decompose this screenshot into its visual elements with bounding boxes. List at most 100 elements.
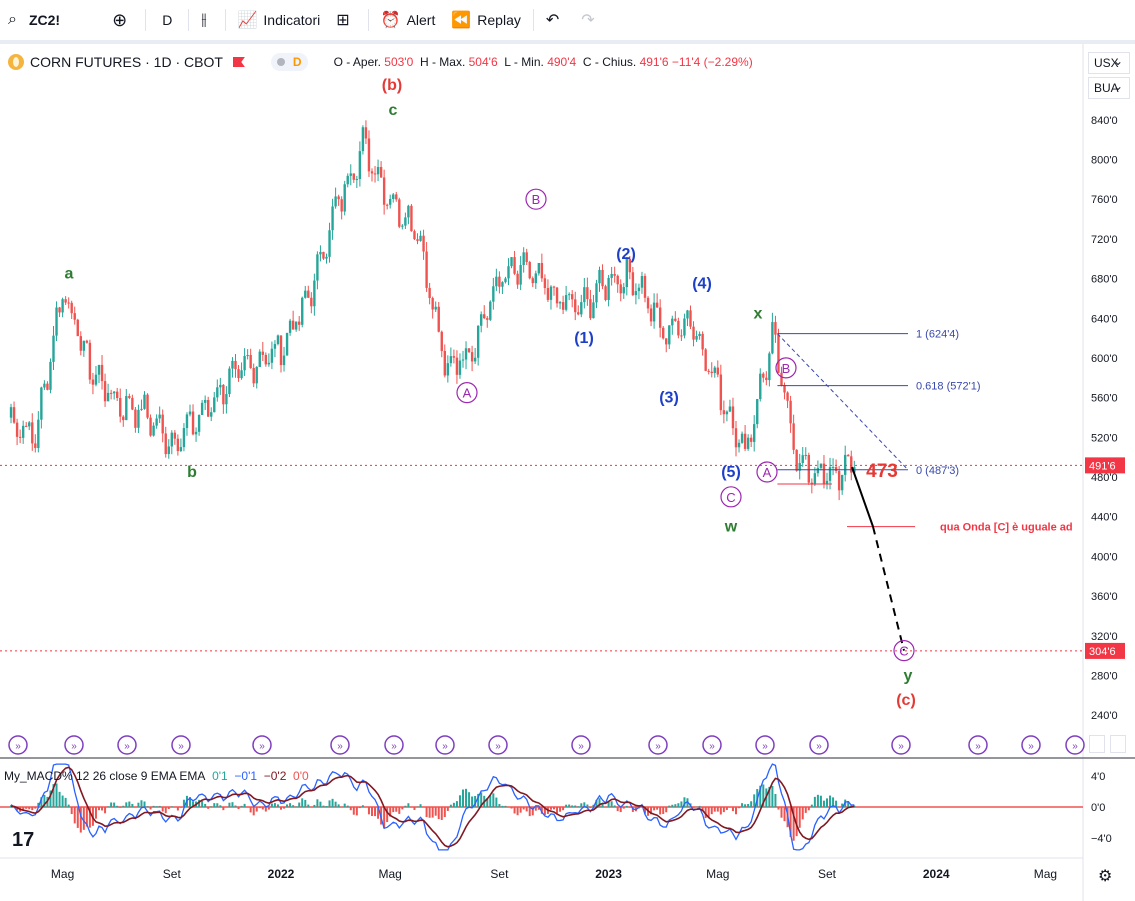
candle-body [571,294,574,300]
candle [683,313,686,339]
candle-body [583,287,586,303]
event-marker-icon [171,735,191,755]
redo-button[interactable]: ↷ [573,4,608,36]
price-tag [1085,642,1125,659]
candle [719,364,723,415]
auto-scale-button[interactable] [1089,735,1105,753]
y-tick-label: 360'0 [1091,591,1118,603]
candle [322,251,325,260]
candle-body [743,433,747,449]
candle [762,372,765,383]
candle [589,289,592,321]
interval-button[interactable]: D [150,4,184,36]
candle [698,331,701,340]
candle-body [131,397,134,410]
macd-legend[interactable]: My_MACD% 12 26 close 9 EMA EMA 0'1 −0'1 … [4,769,309,783]
macd-histogram-bar [25,807,28,809]
candle [686,309,689,327]
candle [607,274,610,307]
settings-gear-icon[interactable]: ⚙ [1098,868,1113,885]
candle [583,277,586,309]
candle [191,404,195,436]
candle [222,384,225,414]
compare-button[interactable]: ⊕ [104,4,141,36]
axes: 840'0 800'0 760'0 720'0 680'0 640'0 600'0 560'0… [51,115,1125,881]
candle [628,255,632,280]
candle-body [273,344,277,349]
x-tick-label: 2023 [595,867,622,881]
undo-button[interactable]: ↶ [538,4,573,36]
unit-button[interactable]: BUA [1088,77,1130,99]
wave-label: (4) [692,276,712,293]
candle-body [525,252,528,263]
candle-body [725,411,729,415]
candle-body [404,217,407,226]
candle-body [291,320,295,330]
candle [128,393,131,400]
indicators-icon: 📈 [237,12,258,29]
flag-icon[interactable] [232,57,245,67]
symbol-search-button[interactable]: ⌕ ZC2! [0,4,68,36]
alert-button[interactable]: ⏰ Alert [373,4,444,36]
candle [486,316,489,328]
candle-body [337,196,340,200]
event-marker-glyph: » [1028,741,1034,752]
macd-histogram-bar [583,802,586,807]
candle [97,364,101,384]
macd-histogram-bar [182,799,185,807]
candle [473,348,477,365]
macd-histogram-bar [822,800,825,807]
candle-body [225,394,228,405]
projection-solid [851,466,874,527]
candle-body [561,302,565,310]
candle [219,377,222,395]
indicators-button[interactable]: 📈 Indicatori [230,4,329,36]
macd-histogram-bar [477,793,480,807]
log-scale-button[interactable] [1110,735,1126,753]
macd-histogram-bar [249,807,252,813]
candle-body [249,354,252,368]
candle [577,305,580,316]
candle [52,325,55,370]
candle-body [489,301,492,320]
templates-button[interactable]: ⊞ [328,4,363,36]
candle [480,311,483,333]
event-marker-icon [1021,735,1041,755]
candle-body [188,411,192,415]
macd-histogram-bar [565,804,568,807]
macd-histogram-bar [58,791,61,807]
price-chart[interactable]: 1 (624'4) 0.618 (572'1) 0 (487'3) qua Onda … [0,44,1135,901]
candle-body [510,257,513,267]
chart-type-button[interactable]: ⫲ [193,4,220,36]
candle [122,415,125,427]
candle-body [516,273,519,285]
replay-button[interactable]: ⏪ Replay [443,4,529,36]
candle [67,297,70,309]
macd-histogram-bar [771,785,774,807]
candle-body [567,294,571,296]
candle-body [76,319,79,337]
event-marker-glyph: » [337,741,343,752]
macd-y-tick: 0'0 [1091,802,1105,814]
y-tick-label: 440'0 [1091,512,1118,524]
macd-histogram-bar [753,794,756,807]
macd-histogram-bar [683,797,686,807]
candle [37,411,40,453]
candle-body [677,320,680,336]
candle [534,270,537,289]
candle-body [164,433,167,455]
candle-body [49,361,52,390]
candle [395,191,398,202]
candle-body [716,367,719,375]
candle [807,452,810,485]
macd-histogram-bar [313,804,316,807]
candle-body [607,277,610,300]
candle [789,395,792,433]
macd-histogram-bar [270,803,273,807]
currency-button[interactable]: USX [1088,52,1130,74]
candle-body [298,321,301,325]
data-mode-badge[interactable]: D [270,53,308,71]
macd-histogram-bar [416,806,419,807]
tradingview-logo: 17 [12,829,34,851]
redo-icon: ↷ [581,12,595,29]
